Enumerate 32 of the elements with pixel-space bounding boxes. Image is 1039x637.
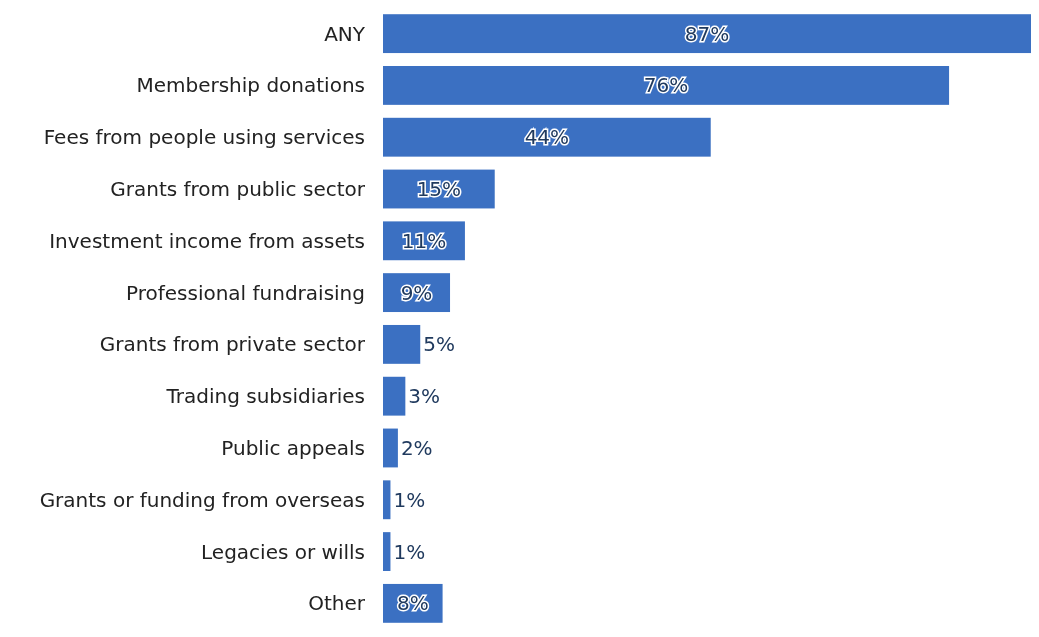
bar <box>383 324 421 364</box>
y-tick-label: Grants or funding from overseas <box>39 487 365 512</box>
y-tick-label: Grants from private sector <box>99 332 366 357</box>
data-label: 15% <box>416 177 462 202</box>
y-tick-label: Membership donations <box>136 73 365 98</box>
data-label: 2% <box>400 435 433 460</box>
y-tick-label: Professional fundraising <box>125 280 365 305</box>
data-label: 76% <box>643 73 689 98</box>
bar <box>383 428 398 468</box>
data-label: 3% <box>408 384 441 409</box>
data-label: 8% <box>396 591 429 616</box>
bar <box>383 376 406 416</box>
y-tick-label: Investment income from assets <box>49 228 365 253</box>
data-label: 1% <box>393 487 426 512</box>
y-tick-label: ANY <box>324 21 366 46</box>
data-label: 44% <box>524 125 570 150</box>
bar <box>383 14 1031 54</box>
bar <box>383 480 391 520</box>
y-tick-label: Trading subsidiaries <box>165 384 365 409</box>
data-label: 5% <box>423 332 455 357</box>
bar <box>383 117 711 157</box>
y-tick-label: Other <box>308 591 366 616</box>
data-label: 11% <box>401 228 447 253</box>
y-tick-label: Fees from people using services <box>43 125 365 150</box>
y-tick-label: Legacies or wills <box>201 539 365 564</box>
y-tick-label: Grants from public sector <box>110 177 366 202</box>
y-tick-label: Public appeals <box>221 435 365 460</box>
data-label: 1% <box>393 539 426 564</box>
bar <box>383 532 391 571</box>
data-label: 87% <box>684 21 730 46</box>
bar <box>383 66 950 105</box>
data-label: 9% <box>400 280 433 305</box>
